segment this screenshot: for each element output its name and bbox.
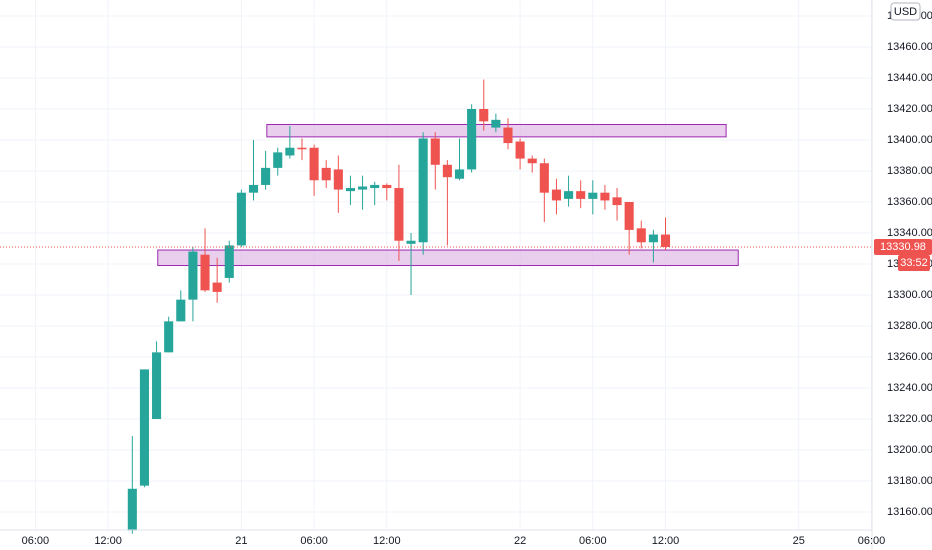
candle-body [479,108,489,122]
candle-body [261,167,271,185]
candle-body [358,186,368,190]
countdown-label: 33:52 [900,257,928,269]
candle-body [430,138,440,165]
candle-body [418,138,428,243]
y-tick-label: 13300.00 [887,289,932,301]
y-tick-label: 13260.00 [887,351,932,363]
candle-body [551,189,561,201]
candle-body [236,192,246,246]
x-tick-label: 06:00 [579,535,607,547]
y-tick-label: 13440.00 [887,72,932,84]
candle-body [394,188,404,241]
candle-body [515,141,525,159]
candle-body [321,167,331,181]
candle-body [600,192,610,201]
candle-body [491,119,501,128]
candle-body [503,127,513,144]
candle-body [660,234,671,247]
y-tick-label: 13340.00 [887,227,932,239]
zones [157,123,739,267]
currency-badge [890,2,921,21]
zone [157,249,739,267]
y-tick-label: 13280.00 [887,320,932,332]
candle-body [564,191,574,199]
candle-body [406,240,416,244]
candle-body [224,245,234,278]
candle-body [467,108,477,170]
candle-body [164,321,174,353]
candle-body [382,184,392,189]
candle-body [152,352,162,420]
candle-body [248,184,259,193]
x-tick-label: 06:00 [858,535,886,547]
y-tick-label: 13400.00 [887,134,932,146]
y-tick-label: 13420.00 [887,103,932,115]
candle-body [454,169,465,179]
candle-body [539,163,549,193]
y-tick-label: 13360.00 [887,196,932,208]
candle-body [200,254,210,291]
candle-body [588,192,598,199]
candle-body [636,228,646,243]
x-tick-label: 22 [514,535,526,547]
y-tick-label: 13160.00 [887,506,932,518]
candle-body [139,369,149,486]
y-tick-label: 13200.00 [887,444,932,456]
candle-body [273,152,283,168]
candle-body [333,169,343,190]
candle-body [309,147,319,181]
candle-body [624,201,634,230]
candle-body [212,282,222,292]
x-tick-label: 12:00 [373,535,401,547]
x-tick-label: 12:00 [94,535,122,547]
y-tick-label: 13380.00 [887,165,932,177]
last-price-badge [874,238,932,255]
candle-body [285,147,295,156]
candle-body [188,251,198,300]
currency-label: USD [894,6,917,18]
x-tick-label: 06:00 [22,535,50,547]
candle-body [176,299,186,322]
candles [127,79,671,534]
badges: 13330.98 33:52 USD [0,2,932,271]
x-tick-label: 25 [793,535,805,547]
y-tick-label: 13220.00 [887,413,932,425]
candle-body [576,191,586,199]
y-tick-label: 13240.00 [887,382,932,394]
candle-body [370,184,380,189]
candle-body [345,188,355,192]
x-tick-label: 06:00 [300,535,328,547]
candle-body [127,488,137,531]
candle-body [612,197,622,206]
candle-body [442,164,452,178]
candle-body [527,158,537,164]
y-tick-label: 13460.00 [887,41,932,53]
countdown-badge [898,254,930,271]
candle-body [297,147,307,150]
last-price-label: 13330.98 [880,241,926,253]
x-tick-label: 12:00 [652,535,680,547]
candle-body [648,234,658,243]
x-tick-label: 21 [235,535,247,547]
y-tick-label: 13180.00 [887,475,932,487]
